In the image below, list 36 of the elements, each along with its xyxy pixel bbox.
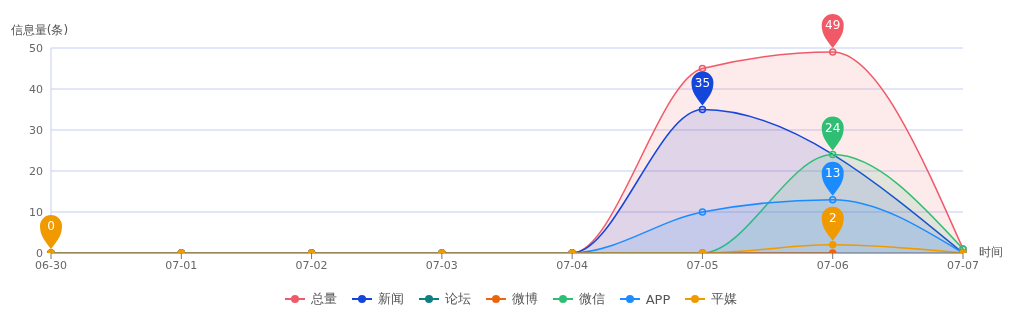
x-tick-label: 07-03 — [425, 258, 458, 272]
y-tick-label: 20 — [29, 164, 43, 178]
annotation: 2 — [828, 210, 837, 225]
point — [828, 48, 837, 56]
x-tick-label: 07-02 — [295, 258, 328, 272]
legend-label: 微信 — [578, 290, 605, 308]
annotation: 13 — [825, 165, 841, 180]
legend-label: 平媒 — [711, 290, 738, 308]
legend-label: 总量 — [310, 290, 337, 308]
point — [698, 208, 707, 216]
y-tick-label: 50 — [29, 41, 43, 55]
legend-label: 微博 — [511, 290, 538, 308]
point — [828, 241, 837, 249]
y-tick-label: 0 — [36, 246, 43, 260]
y-tick-label: 30 — [29, 123, 43, 137]
annotation: 49 — [825, 18, 841, 33]
annotation: 35 — [694, 75, 711, 90]
point — [828, 150, 837, 159]
x-tick-label: 07-04 — [556, 258, 589, 272]
annotation: 0 — [47, 219, 55, 233]
y-tick-label: 10 — [29, 205, 43, 219]
annotation: 24 — [825, 120, 841, 135]
y-axis-title: 信息量(条) — [10, 23, 69, 37]
point — [698, 64, 707, 73]
point — [828, 195, 837, 204]
x-tick-label: 07-07 — [947, 258, 979, 272]
legend-label: 新闻 — [377, 290, 404, 308]
y-tick-label: 40 — [29, 82, 43, 96]
legend-label: 论坛 — [444, 290, 471, 308]
x-tick-label: 07-01 — [165, 258, 198, 272]
x-tick-label: 07-05 — [686, 258, 719, 272]
x-tick-label: 07-06 — [816, 258, 849, 272]
x-axis-title: 时间 — [979, 245, 1003, 260]
legend-label: APP — [645, 291, 671, 307]
point — [698, 105, 707, 114]
x-tick-label: 06-30 — [35, 258, 67, 272]
